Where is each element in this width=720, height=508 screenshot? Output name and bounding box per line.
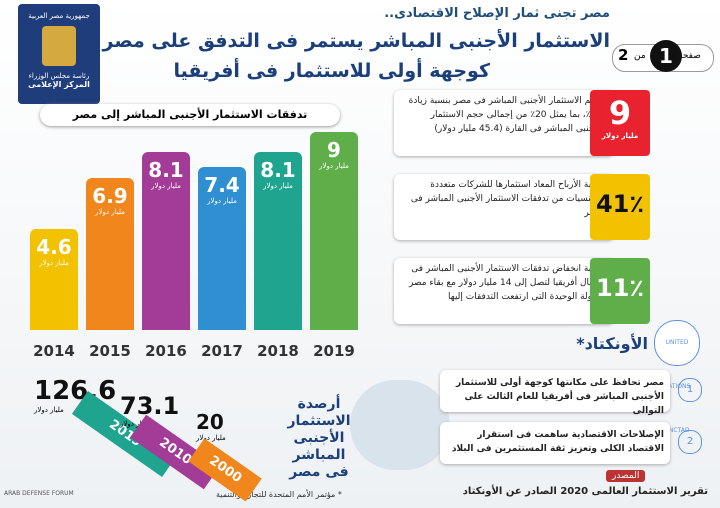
item-number: 2 <box>678 430 702 454</box>
source-text: تقرير الاستثمار العالمى 2020 الصادر عن ا… <box>462 486 708 497</box>
page-number: 1 <box>650 40 682 72</box>
stock-value: 20 <box>196 410 224 434</box>
source-label: المصدر <box>606 470 646 482</box>
stat-text: نسبة انخفاض تدفقات الاستثمار الأجنبى الم… <box>408 264 602 302</box>
stat-card: نسبة انخفاض تدفقات الاستثمار الأجنبى الم… <box>380 258 710 324</box>
bar: 6.9 مليار دولار <box>86 178 134 330</box>
stat-card: حجم الاستثمار الأجنبى المباشر فى مصر بنس… <box>380 90 710 156</box>
footnote: * مؤتمر الأمم المتحدة للتجارة والتنمية <box>216 490 342 499</box>
stock-unit: مليار دولار <box>34 406 64 414</box>
unctad-logo: UNITED NATIONS UNCTAD <box>654 320 700 434</box>
year-label: 2015 <box>89 342 131 360</box>
stat-text: نسبة الأرباح المعاد استثمارها للشركات مت… <box>410 180 602 218</box>
unctad-title: الأونكتاد* <box>576 334 648 353</box>
stat-value: 9 <box>608 94 632 132</box>
of-label: من <box>634 51 646 61</box>
kicker: مصر تجنى ثمار الإصلاح الاقتصادى.. <box>384 6 610 21</box>
bar: 8.1 مليار دولار <box>254 151 302 330</box>
logo-line: جمهورية مصر العربية <box>28 12 90 20</box>
stat-value-box: 9 مليار دولار <box>590 90 650 156</box>
bar-unit: مليار دولار <box>207 197 237 206</box>
title-line: كوجهة أولى للاستثمار فى أفريقيا <box>173 60 490 82</box>
page-total: 2 <box>618 46 629 64</box>
bar-value: 6.9 <box>92 184 128 209</box>
stat-value-box: 11٪ <box>590 258 650 324</box>
stock-unit: مليار دولار <box>196 434 226 442</box>
stat-value-box: 41٪ <box>590 174 650 240</box>
bar-value: 8.1 <box>260 157 296 182</box>
stat-card: نسبة الأرباح المعاد استثمارها للشركات مت… <box>380 174 710 240</box>
bar-unit: مليار دولار <box>319 162 349 170</box>
stat-bg <box>394 174 614 240</box>
item-number: 1 <box>678 378 702 402</box>
chart-title: تدفقات الاستثمار الأجنبى المباشر إلى مصر <box>40 104 340 126</box>
year-label: 2016 <box>145 342 187 360</box>
bar-value: 7.4 <box>204 173 240 198</box>
year-label: 2019 <box>313 342 355 360</box>
bar: 4.6 مليار دولار <box>30 228 78 330</box>
bar-unit: مليار دولار <box>151 181 181 190</box>
year-label: 2014 <box>33 342 75 360</box>
logo: جمهورية مصر العربية رئاسة مجلس الوزراء ا… <box>18 4 100 104</box>
stat-bg <box>394 258 614 324</box>
bar-value: 4.6 <box>36 234 72 259</box>
stat-unit: مليار دولار <box>601 132 639 140</box>
item-card <box>440 370 670 412</box>
bar-unit: مليار دولار <box>95 208 125 217</box>
stat-value: 11٪ <box>595 274 645 302</box>
stat-value: 41٪ <box>595 190 645 218</box>
bar-value: 8.1 <box>148 157 184 182</box>
bar: 7.4 مليار دولار <box>198 167 246 330</box>
year-label: 2017 <box>201 342 243 360</box>
stock-unit: مليار دولار <box>120 420 150 428</box>
bar-unit: مليار دولار <box>263 181 293 190</box>
year-label: 2018 <box>257 342 299 360</box>
title-line: الاستثمار الأجنبى المباشر يستمر فى التدف… <box>102 30 611 52</box>
money-illustration <box>350 380 450 470</box>
logo-line: رئاسة مجلس الوزراء <box>28 72 90 80</box>
bar-unit: مليار دولار <box>39 258 69 267</box>
bar: 8.1 مليار دولار <box>142 151 190 330</box>
bar: 9 مليار دولار <box>310 132 358 330</box>
eagle <box>42 26 76 66</box>
logo-line: المركز الإعلامى <box>28 80 90 89</box>
stock-value: 73.1 <box>120 392 180 420</box>
watermark: ARAB DEFENSE FORUM <box>4 490 74 497</box>
stat-bg <box>394 90 614 156</box>
item-text: مصر تحافظ على مكانتها كوجهة أولى للاستثم… <box>455 378 664 416</box>
item-card <box>440 422 670 464</box>
bar-value: 9 <box>327 138 341 162</box>
stocks-title: أرصدة الاستثمار الأجنبى المباشر فى مصر <box>287 396 351 480</box>
page-label: صفحة <box>678 51 701 61</box>
stat-text: حجم الاستثمار الأجنبى المباشر فى مصر بنس… <box>408 96 602 134</box>
item-text: الإصلاحات الاقتصادية ساهمت فى استقرار ال… <box>451 430 664 454</box>
